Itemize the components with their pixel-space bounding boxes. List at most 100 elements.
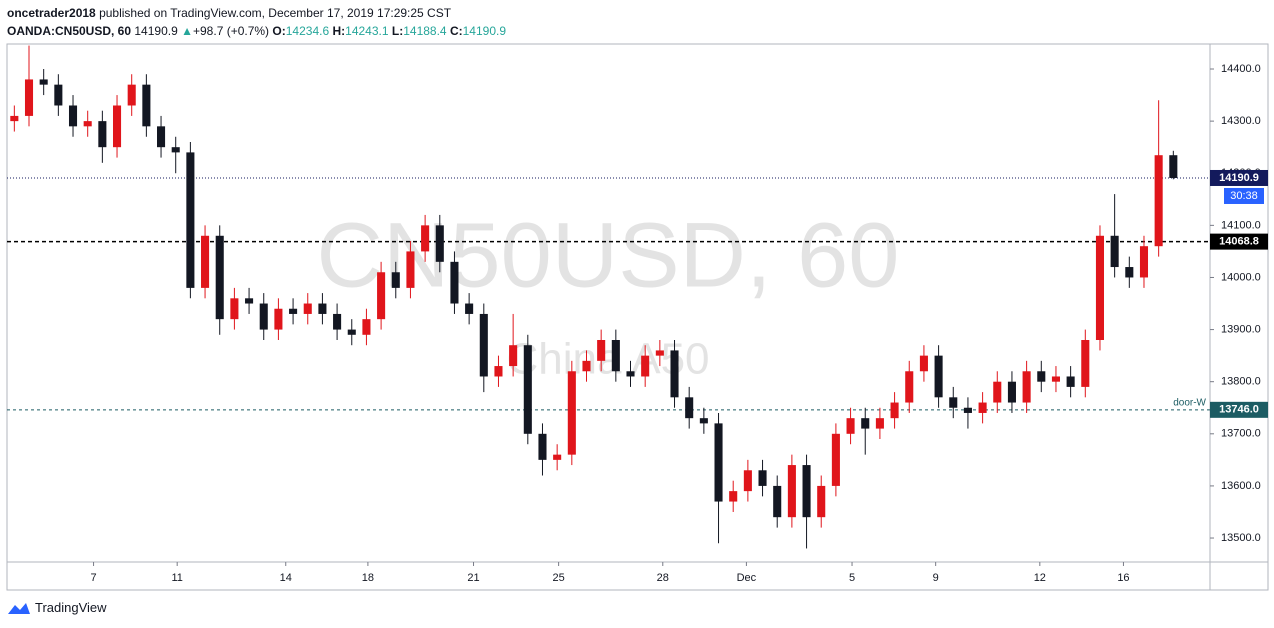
- candle-body: [597, 340, 606, 361]
- l: 14188.4: [403, 24, 447, 38]
- candle-body: [509, 345, 518, 367]
- level-label: 14190.9: [1219, 172, 1259, 184]
- candle-body: [1110, 235, 1119, 268]
- header: oncetrader2018 published on TradingView.…: [7, 4, 506, 40]
- candle-body: [157, 126, 166, 148]
- candle-body: [435, 225, 444, 262]
- candle-body: [1154, 155, 1163, 247]
- candle-body: [919, 355, 928, 372]
- y-tick-label: 14400.0: [1221, 63, 1261, 75]
- brand: TradingView: [35, 600, 107, 615]
- candle-body: [1022, 371, 1031, 403]
- x-tick-label: 14: [280, 572, 292, 584]
- candle-body: [1169, 155, 1178, 178]
- x-tick-label: 16: [1117, 572, 1129, 584]
- x-tick-label: 5: [849, 572, 855, 584]
- candle-body: [582, 360, 591, 372]
- candle-body: [611, 340, 620, 372]
- symbol-line: OANDA:CN50USD, 60 14190.9 ▲+98.7 (+0.7%)…: [7, 22, 506, 40]
- candle-body: [54, 84, 63, 106]
- author: oncetrader2018: [7, 6, 96, 20]
- candle-body: [68, 105, 78, 127]
- candle-body: [98, 121, 107, 148]
- candle-body: [787, 465, 796, 518]
- candle-body: [127, 84, 136, 106]
- level-tag: [1210, 233, 1268, 250]
- y-tick-label: 13900.0: [1221, 323, 1261, 335]
- level-name: door-W: [1173, 397, 1206, 408]
- change: +98.7 (+0.7%): [193, 24, 270, 38]
- candle-body: [391, 272, 400, 288]
- candle-body: [641, 355, 650, 377]
- y-tick-label: 13700.0: [1221, 428, 1261, 440]
- level-tag: [1210, 169, 1268, 186]
- level-label: 13746.0: [1219, 404, 1259, 416]
- candle-body: [333, 313, 342, 330]
- candle-body: [245, 298, 254, 304]
- y-tick-label: 14100.0: [1221, 219, 1261, 231]
- x-tick-label: 11: [171, 572, 182, 584]
- candle-body: [421, 225, 430, 252]
- y-tick-label: 14300.0: [1221, 115, 1261, 127]
- candle-body: [875, 418, 884, 429]
- candle-body: [318, 303, 327, 314]
- candle-body: [450, 261, 459, 304]
- watermark-sub: China A50: [506, 335, 709, 384]
- candle-body: [171, 147, 180, 153]
- candle-body: [1125, 267, 1134, 278]
- y-tick-label: 13600.0: [1221, 480, 1261, 492]
- candle-body: [24, 79, 34, 116]
- candle-body: [112, 105, 122, 148]
- candle-body: [347, 329, 356, 335]
- candle-body: [743, 470, 752, 492]
- l-label: L:: [391, 24, 404, 38]
- candle-body: [567, 371, 576, 455]
- x-tick-label: 7: [90, 572, 96, 584]
- h: 14243.1: [345, 24, 389, 38]
- countdown: 30:38: [1230, 190, 1258, 202]
- x-tick-label: 12: [1034, 572, 1046, 584]
- candle-body: [274, 308, 283, 330]
- candle-body: [39, 79, 48, 85]
- candle-body: [479, 313, 488, 377]
- candle-body: [905, 371, 914, 403]
- candle-body: [802, 465, 811, 518]
- publish-line: oncetrader2018 published on TradingView.…: [7, 4, 506, 22]
- footer: TradingView: [7, 600, 107, 615]
- level-tag: [1210, 401, 1268, 418]
- x-tick-label: Dec: [737, 572, 757, 584]
- candle-body: [934, 355, 943, 398]
- h-label: H:: [332, 24, 346, 38]
- candle-body: [626, 371, 635, 377]
- watermark: CN50USD, 60: [317, 204, 900, 306]
- candle-body: [186, 152, 195, 288]
- candle-body: [494, 366, 503, 377]
- candle-body: [142, 84, 151, 127]
- candle-body: [289, 308, 298, 314]
- symbol: OANDA:CN50USD, 60: [7, 24, 132, 38]
- candle-body: [817, 485, 826, 518]
- candle-body: [861, 418, 870, 429]
- candle-body: [1066, 376, 1075, 387]
- candle-body: [201, 235, 210, 288]
- candle-body: [259, 303, 268, 330]
- candle-body: [1037, 371, 1046, 382]
- candle-body: [1139, 246, 1149, 278]
- countdown-tag: [1224, 187, 1264, 204]
- logo: [8, 602, 30, 614]
- c: 14190.9: [462, 24, 507, 38]
- arrow: ▲: [181, 24, 193, 38]
- candle-body: [978, 402, 987, 413]
- candle-body: [963, 407, 972, 413]
- candle-body: [230, 298, 239, 320]
- candle-body: [83, 121, 92, 127]
- candle-body: [1081, 340, 1090, 387]
- candle-body: [993, 381, 1002, 403]
- candle-body: [1007, 381, 1016, 403]
- candle-body: [758, 470, 767, 486]
- y-tick-label: 13800.0: [1221, 376, 1261, 388]
- x-tick-label: 9: [933, 572, 939, 584]
- candle-body: [406, 251, 415, 288]
- candle-body: [523, 345, 532, 434]
